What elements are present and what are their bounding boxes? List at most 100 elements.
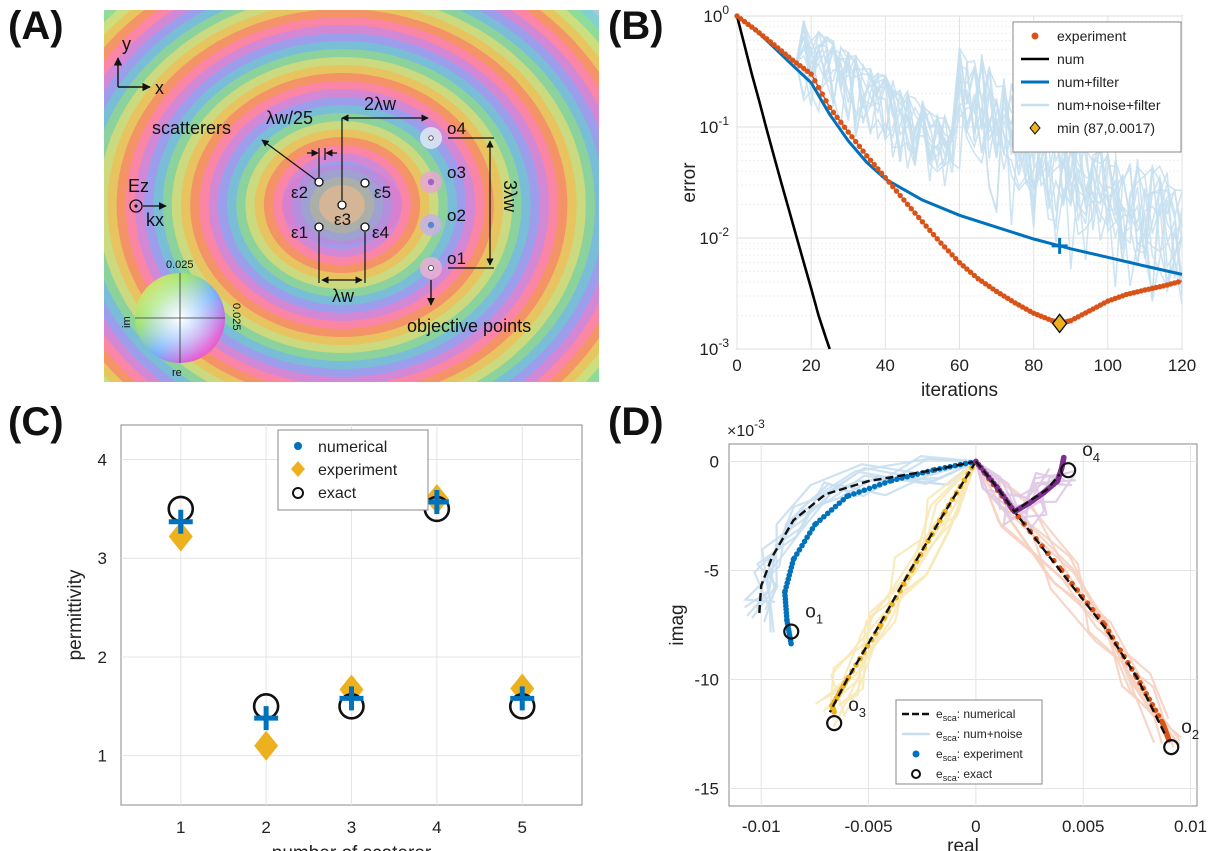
y-axis-title: permittivity xyxy=(65,569,86,660)
y-tick-label: 10-1 xyxy=(699,114,729,137)
y-scale-label: ×10-3 xyxy=(727,417,765,440)
legend-box xyxy=(1012,21,1182,153)
experiment-point xyxy=(1105,628,1112,635)
phase-color-wheel: 0.025 0.025 im re xyxy=(121,259,242,379)
panel-b-error-chart: 0 20 40 60 80 100 120 100 10-1 10-2 10-3 iterations… xyxy=(679,3,1196,401)
experiment-point xyxy=(851,491,857,497)
experiment-point xyxy=(767,39,774,45)
experiment-point xyxy=(817,517,823,523)
experiment-point xyxy=(871,483,878,490)
experiment-point xyxy=(806,530,813,536)
experiment-point xyxy=(801,538,808,545)
scatterer-4 xyxy=(360,222,370,232)
experiment-point xyxy=(844,493,850,500)
legend-label: esca: experiment xyxy=(936,747,1023,763)
experiment-point xyxy=(864,643,871,649)
experiment-point xyxy=(878,170,885,176)
y-tick-label: -5 xyxy=(704,561,719,580)
x-axis-title: iterations xyxy=(921,380,998,401)
experiment-point xyxy=(882,480,888,486)
objective-points-label: objective points xyxy=(407,316,531,336)
experiment-point xyxy=(930,231,937,238)
experiment-point xyxy=(834,114,840,121)
experiment-point xyxy=(904,201,911,208)
experiment-point xyxy=(804,68,811,74)
experiment-point xyxy=(819,91,825,97)
noise-trajectory xyxy=(743,460,977,609)
scatterer-5 xyxy=(360,178,370,188)
exact-marker xyxy=(826,715,843,732)
min-marker xyxy=(1051,313,1068,334)
x-tick-label: 1 xyxy=(176,818,185,837)
y-axis-title: imag xyxy=(667,604,688,645)
exact-marker xyxy=(783,623,800,640)
legend-label: num+noise+filter xyxy=(1057,97,1161,113)
experiment-point xyxy=(804,534,810,541)
dimension-annotations xyxy=(261,114,494,284)
experiment-point xyxy=(901,197,907,203)
legend-swatch xyxy=(291,461,305,477)
x-tick-label: 120 xyxy=(1168,356,1196,375)
source-k-label: kx xyxy=(146,210,164,230)
x-tick-label: 0 xyxy=(971,817,980,836)
scatterer-1 xyxy=(314,222,324,232)
noise-trajectory xyxy=(743,460,977,603)
legend-label: exact xyxy=(318,485,357,502)
experiment-point xyxy=(887,478,893,484)
noise-trajectory xyxy=(736,15,1183,279)
experiment-point xyxy=(945,248,952,254)
experiment-point xyxy=(894,476,900,483)
num-filter-marker xyxy=(1051,237,1068,254)
y-tick-label: 2 xyxy=(98,648,107,667)
experiment-point xyxy=(856,143,863,150)
noise-trajectory xyxy=(736,15,1183,267)
x-tick-label: 80 xyxy=(1024,356,1043,375)
x-tick-label: 60 xyxy=(950,356,969,375)
legend-label: min (87,0.0017) xyxy=(1057,120,1155,136)
experiment-point xyxy=(856,489,862,495)
experiment-point xyxy=(760,33,766,39)
x-tick-label: 0.01 xyxy=(1174,817,1207,836)
eps-label-5: ε5 xyxy=(374,183,391,202)
experiment-point xyxy=(793,60,800,66)
x-tick-label: 4 xyxy=(432,818,441,837)
experiment-point xyxy=(845,129,851,135)
experiment-point xyxy=(741,18,748,25)
experiment-point xyxy=(808,71,814,77)
numerical-trajectory xyxy=(828,460,977,713)
y-tick-label: 3 xyxy=(98,549,107,568)
eps-label-4: ε4 xyxy=(372,223,389,242)
series-num-filter xyxy=(736,14,1183,276)
experiment-point xyxy=(916,214,922,221)
scatterers-label: scatterers xyxy=(152,118,231,138)
legend-swatch xyxy=(294,442,302,450)
experiment-point xyxy=(771,42,777,48)
field-pattern xyxy=(104,10,599,382)
experiment-point xyxy=(812,521,818,528)
coordinate-axes: y x xyxy=(113,34,164,98)
panel-label-c: (C) xyxy=(8,400,64,444)
experiment-point xyxy=(796,547,803,553)
experiment-point xyxy=(763,36,770,42)
axis-y-label: y xyxy=(122,34,131,54)
experiment-point xyxy=(745,21,751,28)
x-tick-label: 100 xyxy=(1094,356,1122,375)
obj-label-2: o2 xyxy=(447,206,466,225)
scatterer-2 xyxy=(314,177,324,187)
wheel-im-label: im xyxy=(121,316,133,328)
experiment-point xyxy=(867,157,874,163)
experiment-point xyxy=(908,206,914,212)
experiment-point xyxy=(838,119,844,125)
experiment-point xyxy=(860,148,866,154)
experiment-point xyxy=(934,236,940,242)
x-tick-label: 0.005 xyxy=(1062,817,1105,836)
panel-a-field-map: y x Ez kx ε2 ε3 ε5 ε1 ε4 xyxy=(104,10,599,382)
numerical-trajectory xyxy=(974,460,1061,514)
y-tick-label: -15 xyxy=(694,780,719,799)
y-tick-label: 0 xyxy=(710,452,719,471)
y-axis-title: error xyxy=(679,162,700,203)
experiment-point xyxy=(919,219,926,225)
numerical-marker xyxy=(254,706,279,731)
objective-points: o4 o3 o2 o1 objective points xyxy=(407,119,531,336)
eps-label-3: ε3 xyxy=(334,210,351,229)
